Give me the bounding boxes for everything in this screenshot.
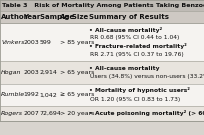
Text: 1992: 1992 xyxy=(23,92,39,97)
Bar xyxy=(0,23,204,61)
Text: 599: 599 xyxy=(40,40,52,45)
Text: Table 3   Risk of Mortality Among Patients Taking Benzodiazepines, Charlson et a: Table 3 Risk of Mortality Among Patients… xyxy=(2,3,204,8)
Text: ≥ 65 years: ≥ 65 years xyxy=(60,92,95,97)
Text: > 85 years: > 85 years xyxy=(60,40,95,45)
Text: Rumble: Rumble xyxy=(1,92,25,97)
Text: Summary of Results: Summary of Results xyxy=(89,14,169,20)
Text: • All-cause mortality: • All-cause mortality xyxy=(89,66,159,71)
Text: 2,914: 2,914 xyxy=(40,70,58,75)
Text: > 65 years: > 65 years xyxy=(60,70,95,75)
Text: Sample Size: Sample Size xyxy=(40,14,88,20)
Text: Author: Author xyxy=(1,14,28,20)
Text: Hogan: Hogan xyxy=(1,70,21,75)
Text: 2007: 2007 xyxy=(23,111,39,116)
Text: 72,694: 72,694 xyxy=(40,111,62,116)
Text: Year: Year xyxy=(23,14,41,20)
Text: > 20 years: > 20 years xyxy=(60,111,95,116)
Text: RR 2.71 (95% CI 0.37 to 19.76): RR 2.71 (95% CI 0.37 to 19.76) xyxy=(90,52,184,57)
Text: OR 1.20 (95% CI 0.83 to 1.73): OR 1.20 (95% CI 0.83 to 1.73) xyxy=(90,97,181,102)
Text: • Acute poisoning mortality² (> 60 years ver...: • Acute poisoning mortality² (> 60 years… xyxy=(89,110,204,117)
Text: 2003: 2003 xyxy=(23,70,39,75)
Bar xyxy=(0,84,204,106)
Bar xyxy=(0,61,204,84)
Text: RR 0.68 (95% CI 0.44 to 1.04): RR 0.68 (95% CI 0.44 to 1.04) xyxy=(90,36,180,40)
Text: • All-cause mortality²: • All-cause mortality² xyxy=(89,27,162,33)
Bar xyxy=(0,0,204,11)
Text: Vinkers: Vinkers xyxy=(1,40,24,45)
Text: • Fracture-related mortality²: • Fracture-related mortality² xyxy=(89,43,186,49)
Text: • Mortality of hypnotic users²: • Mortality of hypnotic users² xyxy=(89,87,190,93)
Text: 2003: 2003 xyxy=(23,40,39,45)
Text: Rogers: Rogers xyxy=(1,111,23,116)
Text: 1,042: 1,042 xyxy=(40,92,58,97)
Text: Users (34.8%) versus non-users (33.2%).: Users (34.8%) versus non-users (33.2%). xyxy=(90,74,204,79)
Bar xyxy=(0,106,204,122)
Bar xyxy=(0,11,204,23)
Text: Age: Age xyxy=(60,14,75,20)
